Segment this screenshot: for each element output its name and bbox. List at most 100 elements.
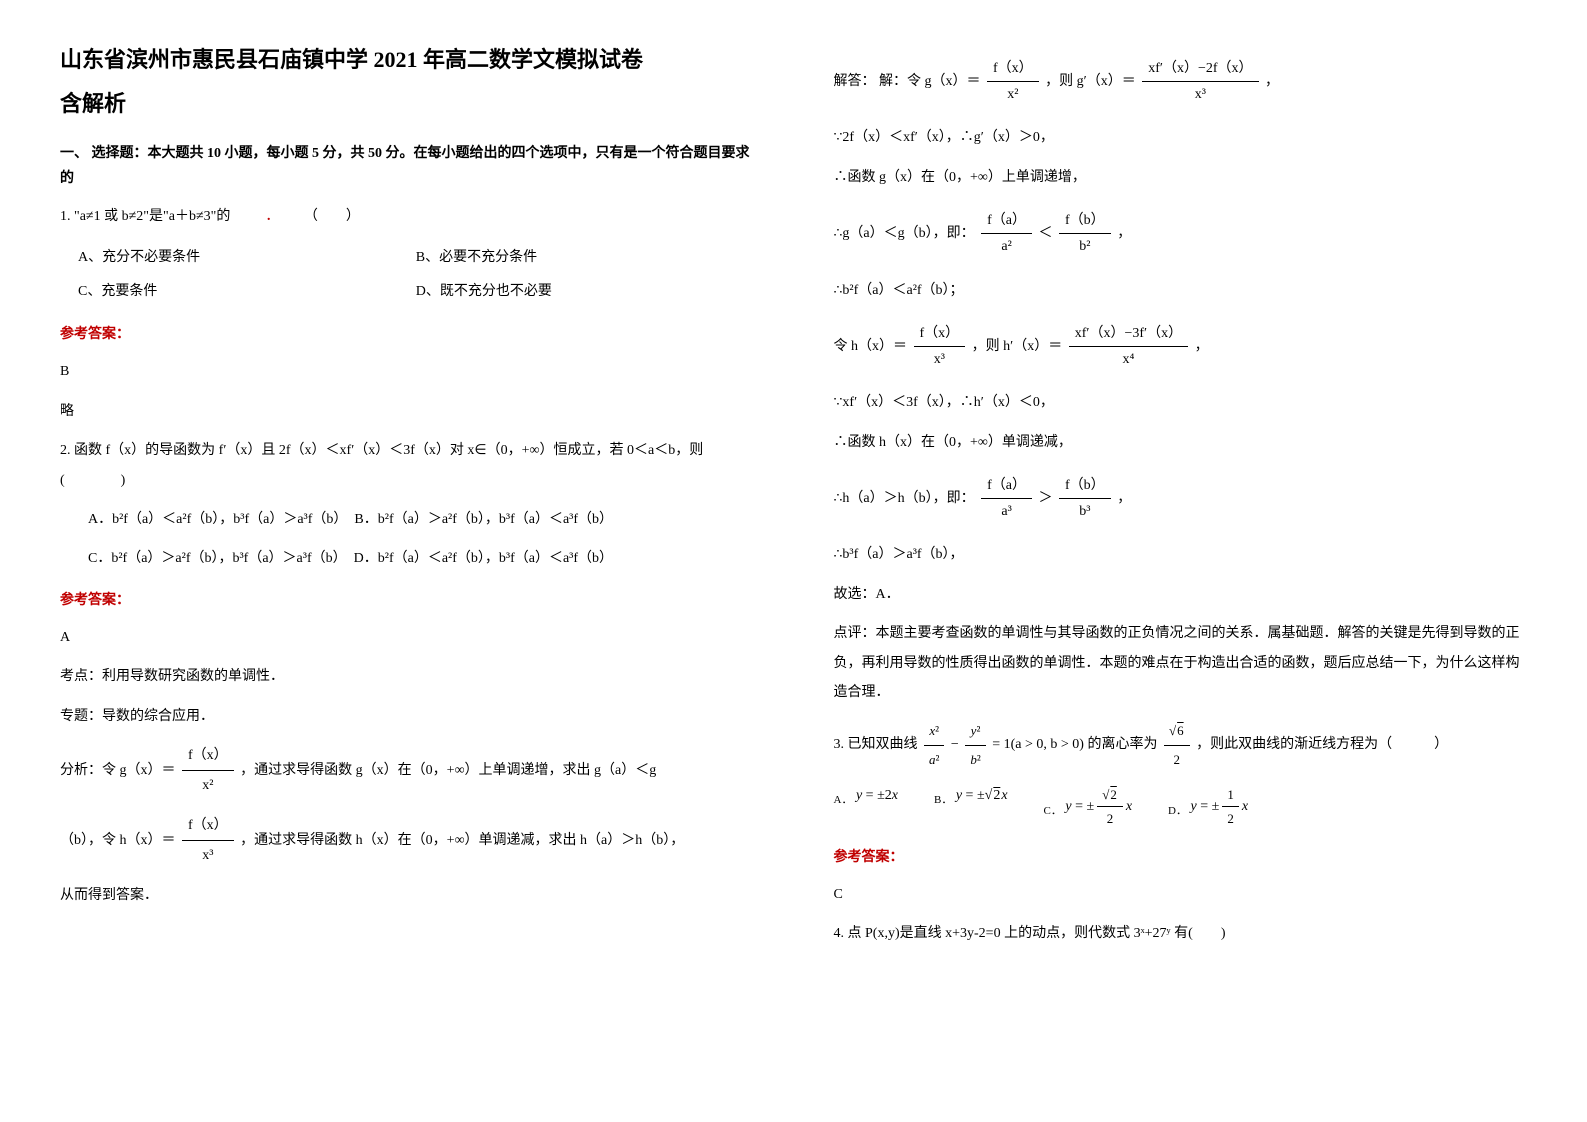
- jieda-p4: ∴g（a）＜g（b），即：: [834, 226, 975, 241]
- frac-hr-num: f（x）: [914, 321, 966, 347]
- q3-optC-label: C．: [1044, 805, 1062, 817]
- q3-answer-label: 参考答案：: [834, 845, 1528, 870]
- dianping-text: 本题主要考查函数的单调性与其导函数的正负情况之间的关系．属基础题．解答的关键是先…: [834, 626, 1520, 700]
- frac-hr-den: x³: [914, 347, 966, 372]
- q3-stem-p1: 3. 已知双曲线: [834, 737, 918, 752]
- q3-optA-label: A．: [834, 794, 853, 806]
- jieda-p3: ∴函数 g（x）在（0，+∞）上单调递增，: [834, 163, 1528, 192]
- section-heading: 一、 选择题：本大题共 10 小题，每小题 5 分，共 50 分。在每小题给出的…: [60, 141, 754, 191]
- kaodian-label: 考点：: [60, 669, 102, 684]
- q2-optC: C．b²f（a）＞a²f（b），b³f（a）＞a³f（b）: [88, 551, 347, 566]
- zhuanti-label: 专题：: [60, 709, 102, 724]
- frac-gr-den: x²: [987, 82, 1039, 107]
- jieda-p9b: ，: [1117, 491, 1131, 506]
- jieda-p11: 故选：A．: [834, 580, 1528, 609]
- jieda-p2: ∵2f（x）＜xf′（x），∴g′（x）＞0，: [834, 123, 1528, 152]
- q3-ecc: √6 2: [1164, 717, 1190, 773]
- q3-optB-label: B．: [934, 794, 952, 806]
- fenxi-p3: （b），令 h（x）＝: [60, 833, 176, 848]
- page-subtitle: 含解析: [60, 84, 754, 124]
- fenxi-label: 分析：: [60, 763, 102, 778]
- frac-h-left: f（x） x³: [182, 811, 234, 871]
- q3-answer: C: [834, 880, 1528, 909]
- q3-optC-den: 2: [1097, 807, 1123, 830]
- frac-g-den: x²: [182, 771, 234, 800]
- jieda-p10: ∴b³f（a）＞a³f（b），: [834, 540, 1528, 569]
- frac-fb3-num: f（b）: [1059, 473, 1111, 499]
- q2-answer-label: 参考答案：: [60, 588, 754, 613]
- q1-stem: 1. "a≠1 或 b≠2"是"a＋b≠3"的: [60, 209, 230, 224]
- jieda-line9: ∴h（a）＞h（b），即： f（a） a³ ＞ f（b） b³ ，: [834, 473, 1528, 524]
- q1-brief: 略: [60, 397, 754, 426]
- jieda-label: 解答：: [834, 74, 876, 89]
- q3-ecc-den: 2: [1164, 746, 1190, 773]
- jieda-line4: ∴g（a）＜g（b），即： f（a） a² ＜ f（b） b² ，: [834, 208, 1528, 259]
- jieda-p8: ∴函数 h（x）在（0，+∞）单调递减，: [834, 428, 1528, 457]
- q1-answer-label: 参考答案：: [60, 322, 754, 347]
- frac-h-r: f（x） x³: [914, 321, 966, 372]
- frac-fb: f（b） b²: [1059, 208, 1111, 259]
- fenxi-p1: 令 g（x）＝: [102, 763, 176, 778]
- frac-g-left: f（x） x²: [182, 741, 234, 801]
- q2-fenxi-cont: （b），令 h（x）＝ f（x） x³ ，通过求导得函数 h（x）在（0，+∞）…: [60, 811, 754, 871]
- jieda-p6c: ，: [1195, 339, 1209, 354]
- frac-h-den: x³: [182, 841, 234, 870]
- q3-optD-den: 2: [1222, 807, 1239, 830]
- page-title: 山东省滨州市惠民县石庙镇中学 2021 年高二数学文模拟试卷: [60, 40, 754, 80]
- jieda-p1b: ，: [1265, 74, 1279, 89]
- frac-fa: f（a） a²: [981, 208, 1032, 259]
- frac-gp: xf′（x）−2f（x） x³: [1142, 56, 1258, 107]
- q3-optC: C． y = ±√22x: [1044, 783, 1133, 831]
- jieda-p1: ，则 g′（x）＝: [1045, 74, 1136, 89]
- frac-fb3-den: b³: [1059, 499, 1111, 524]
- q3-optD: D． y = ±12x: [1168, 783, 1248, 831]
- q3-optD-label: D．: [1168, 805, 1187, 817]
- jieda-p5: ∴b²f（a）＜a²f（b）；: [834, 276, 1528, 305]
- dianping-label: 点评：: [834, 626, 876, 641]
- frac-fb-num: f（b）: [1059, 208, 1111, 234]
- q2-optB: B．b²f（a）＞a²f（b），b³f（a）＜a³f（b）: [354, 512, 613, 527]
- q2-answer: A: [60, 623, 754, 652]
- q2-dianping: 点评：本题主要考查函数的单调性与其导函数的正负情况之间的关系．属基础题．解答的关…: [834, 619, 1528, 707]
- jieda-p0: 解：令 g（x）＝: [879, 74, 981, 89]
- zhuanti-text: 导数的综合应用．: [102, 709, 214, 724]
- frac-g-r: f（x） x²: [987, 56, 1039, 107]
- q1-paren: （ ）: [304, 209, 360, 224]
- question-2: 2. 函数 f（x）的导函数为 f′（x）且 2f（x）＜xf′（x）＜3f（x…: [60, 436, 754, 495]
- frac-gr-num: f（x）: [987, 56, 1039, 82]
- frac-fa-den: a²: [981, 234, 1032, 259]
- q3-optD-num: 1: [1222, 783, 1239, 807]
- q1-dot: ．: [265, 209, 279, 224]
- jieda-p4b: ，: [1117, 226, 1131, 241]
- q1-optA: A、充分不必要条件: [78, 241, 416, 275]
- frac-g-num: f（x）: [182, 741, 234, 771]
- question-3: 3. 已知双曲线 x² a² − y² b² = 1(a > 0, b > 0)…: [834, 717, 1528, 773]
- frac-hp-den: x⁴: [1069, 347, 1188, 372]
- frac-fb3: f（b） b³: [1059, 473, 1111, 524]
- q1-answer: B: [60, 357, 754, 386]
- frac-fb-den: b²: [1059, 234, 1111, 259]
- jieda-p6b: ，则 h′（x）＝: [972, 339, 1063, 354]
- q2-optD: D．b²f（a）＜a²f（b），b³f（a）＜a³f（b）: [354, 551, 613, 566]
- q3-optB: B． y = ±√2x: [934, 783, 1008, 831]
- jieda-p9: ∴h（a）＞h（b），即：: [834, 491, 975, 506]
- q3-stem-p2: ，则此双曲线的渐近线方程为（ ）: [1196, 737, 1448, 752]
- q1-options: A、充分不必要条件 B、必要不充分条件 C、充要条件 D、既不充分也不必要: [78, 241, 754, 308]
- frac-fa-num: f（a）: [981, 208, 1032, 234]
- frac-fa3-den: a³: [981, 499, 1032, 524]
- q2-opt-row1: A．b²f（a）＜a²f（b），b³f（a）＞a³f（b） B．b²f（a）＞a…: [60, 505, 754, 534]
- q1-optC: C、充要条件: [78, 275, 416, 309]
- q3-frac-x: x² a²: [924, 717, 944, 773]
- q2-opt-row2: C．b²f（a）＞a²f（b），b³f（a）＞a³f（b） D．b²f（a）＜a…: [60, 544, 754, 573]
- jieda-p6: 令 h（x）＝: [834, 339, 908, 354]
- q2-zhuanti: 专题：导数的综合应用．: [60, 702, 754, 731]
- frac-hp-num: xf′（x）−3f′（x）: [1069, 321, 1188, 347]
- frac-gp-den: x³: [1142, 82, 1258, 107]
- q3-frac-y: y² b²: [965, 717, 985, 773]
- q1-optD: D、既不充分也不必要: [416, 275, 754, 309]
- fenxi-p2: ，通过求导得函数 g（x）在（0，+∞）上单调递增，求出 g（a）＜g: [240, 763, 656, 778]
- jieda-p7: ∵xf′（x）＜3f（x），∴h′（x）＜0，: [834, 388, 1528, 417]
- q3-optD-frac: 12: [1222, 783, 1239, 831]
- q3-optC-frac: √22: [1097, 783, 1123, 831]
- q3-mid: 的离心率为: [1087, 737, 1157, 752]
